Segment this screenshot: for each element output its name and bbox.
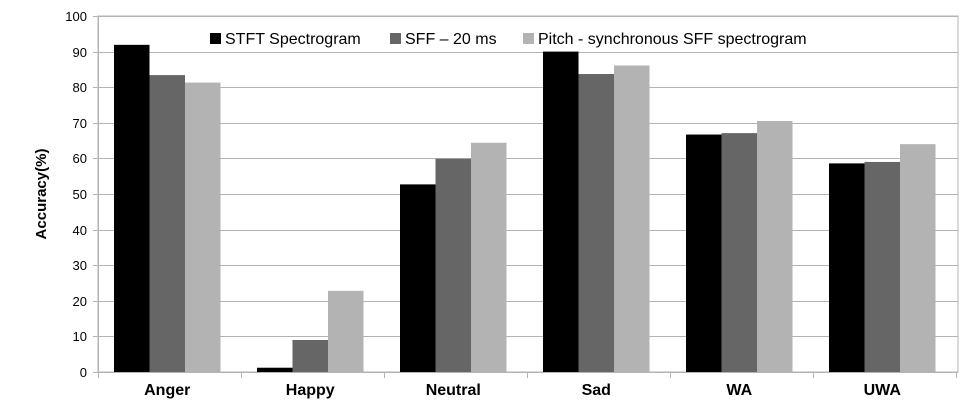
x-category-label: Anger [144,382,190,399]
legend-swatch [210,33,221,44]
bar [185,82,221,373]
legend-item: STFT Spectrogram [210,31,361,48]
bar [400,184,436,372]
y-tick-label: 70 [73,116,87,131]
legend-item: SFF – 20 ms [390,31,497,48]
bar [614,65,650,372]
y-tick-label: 100 [65,9,87,24]
y-tick-labels: 0 10 20 30 40 50 60 70 80 90 100 [65,9,87,380]
y-axis-title: Accuracy(%) [33,149,50,240]
legend-swatch [523,33,534,44]
bar [257,367,293,372]
bar [328,290,364,372]
legend-label: SFF – 20 ms [405,31,497,48]
bar [578,74,614,372]
legend-label: Pitch - synchronous SFF spectrogram [538,31,807,48]
y-tick-label: 40 [73,223,87,238]
y-tick-label: 90 [73,45,87,60]
y-tick-label: 0 [80,365,87,380]
bar [864,161,900,372]
bar [829,163,865,372]
x-category-label: Neutral [426,382,481,399]
y-tick-label: 50 [73,187,87,202]
bar [114,44,150,372]
y-tick-label: 10 [73,329,87,344]
bar [149,75,185,372]
y-tick-label: 80 [73,80,87,95]
bar [900,144,936,372]
legend-item: Pitch - synchronous SFF spectrogram [523,31,807,48]
bar [471,142,507,372]
axes [93,16,958,378]
legend-swatch [390,33,401,44]
legend: STFT Spectrogram SFF – 20 ms Pitch - synch… [210,31,807,48]
bar [543,51,579,372]
x-category-labels: Anger Happy Neutral Sad WA UWA [144,382,901,399]
bar [686,134,722,372]
bar [435,158,471,372]
bars [114,44,936,373]
bar [292,339,328,372]
bar [721,133,757,372]
bar [757,121,793,373]
x-category-label: Sad [582,382,611,399]
y-tick-label: 60 [73,151,87,166]
x-category-label: WA [726,382,752,399]
legend-label: STFT Spectrogram [225,31,361,48]
y-tick-label: 20 [73,294,87,309]
x-category-label: Happy [286,382,335,399]
x-category-label: UWA [864,382,902,399]
y-tick-label: 30 [73,258,87,273]
